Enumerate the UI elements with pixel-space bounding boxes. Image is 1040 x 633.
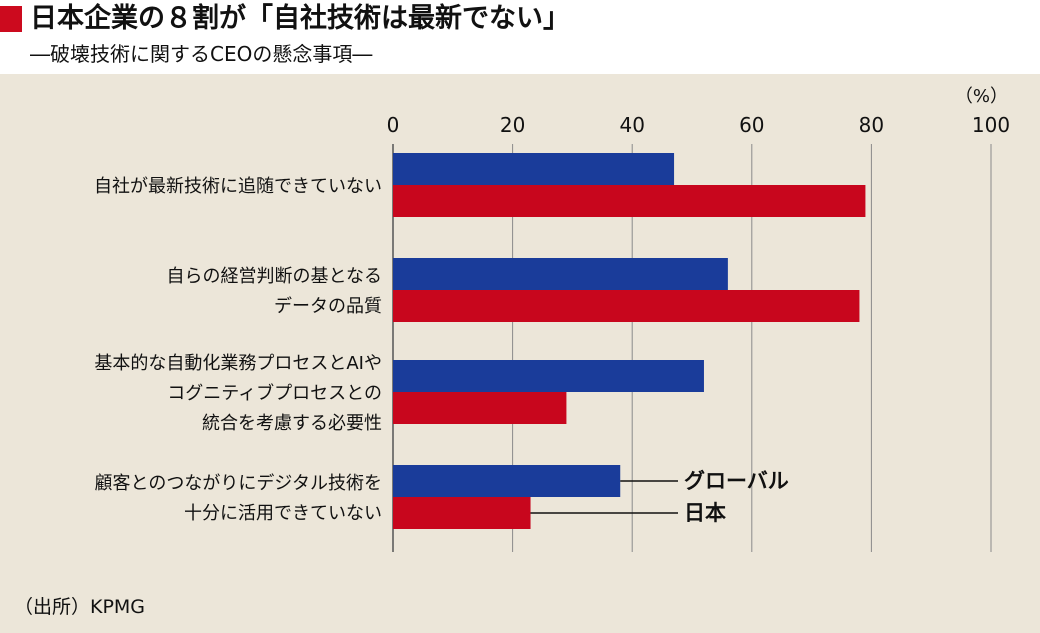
title-accent-mark xyxy=(0,6,22,32)
x-tick-label: 80 xyxy=(859,113,884,137)
bar-japan xyxy=(393,392,567,424)
chart-title: 日本企業の８割が「自社技術は最新でない」 xyxy=(30,3,570,34)
chart-header: 日本企業の８割が「自社技術は最新でない」 ―破壊技術に関するCEOの懸念事項― xyxy=(0,0,1040,74)
bar-global xyxy=(393,360,704,392)
x-tick-label: 60 xyxy=(739,113,764,137)
bar-global xyxy=(393,465,621,497)
category-label: コグニティブプロセスとの xyxy=(167,382,382,404)
category-label: 自社が最新技術に追随できていない xyxy=(94,176,382,197)
category-label: 顧客とのつながりにデジタル技術を xyxy=(95,473,382,494)
unit-label: （%） xyxy=(955,86,1008,107)
chart-subtitle: ―破壊技術に関するCEOの懸念事項― xyxy=(30,42,373,66)
x-tick-label: 40 xyxy=(619,113,644,137)
legend-label: 日本 xyxy=(684,501,726,525)
bar-chart: （%） 0 20 40 60 80 100 自社が最新技術に追随できていない自らの経営判断の基… xyxy=(94,86,1010,552)
category-label: 統合を考慮する必要性 xyxy=(202,413,382,434)
bar-global xyxy=(393,258,728,290)
bar-japan xyxy=(393,497,531,529)
category-label: データの品質 xyxy=(274,296,382,317)
bar-japan xyxy=(393,290,860,322)
source-note: （出所）KPMG xyxy=(14,596,146,618)
category-label: 自らの経営判断の基となる xyxy=(167,266,382,287)
legend-label: グローバル xyxy=(684,469,789,493)
category-label: 十分に活用できていない xyxy=(184,503,382,524)
x-tick-label: 0 xyxy=(387,113,400,137)
x-tick-label: 100 xyxy=(972,113,1010,137)
bar-japan xyxy=(393,185,866,217)
bar-global xyxy=(393,153,675,185)
x-tick-label: 20 xyxy=(500,113,525,137)
category-label: 基本的な自動化業務プロセスとAIや xyxy=(94,353,382,374)
